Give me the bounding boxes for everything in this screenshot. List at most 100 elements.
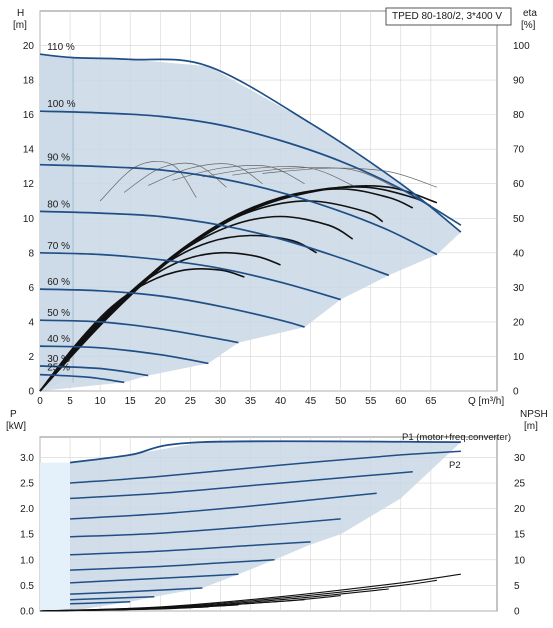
head-curve — [39, 319, 239, 344]
efficiency-curve-thin — [99, 161, 197, 202]
eta-tick-label: 10 — [513, 352, 525, 363]
q-tick-label: 55 — [365, 396, 377, 407]
chart-title-box — [385, 7, 512, 26]
h-tick-label: 16 — [23, 110, 35, 121]
efficiency-curve — [39, 268, 245, 392]
npsh-tick-label: 10 — [514, 555, 526, 566]
q-tick-label: 35 — [245, 396, 257, 407]
power-curve — [70, 573, 239, 584]
efficiency-curve-thin — [232, 167, 395, 188]
p-tick-label: 2.0 — [20, 504, 34, 515]
h-tick-label: 12 — [23, 179, 35, 190]
q-tick-label: 10 — [95, 396, 107, 407]
q-tick-label: 5 — [67, 396, 73, 407]
q-tick-label: 45 — [305, 396, 317, 407]
eta-tick-label: 40 — [513, 248, 525, 259]
efficiency-curve — [39, 251, 281, 392]
power-curve — [70, 492, 377, 520]
speed-label: 70 % — [47, 241, 70, 252]
eta-tick-label: 70 — [513, 145, 525, 156]
head-curve — [39, 210, 390, 277]
power-curve — [70, 518, 341, 538]
speed-label: 30 % — [47, 354, 70, 365]
p-tick-label: 3.0 — [20, 453, 34, 464]
eta-tick-label: 100 — [513, 41, 530, 52]
power-curve — [70, 471, 413, 500]
speed-label: 90 % — [47, 153, 70, 164]
p1-curve — [69, 440, 461, 464]
npsh-tick-label: 20 — [514, 504, 526, 515]
npsh-tick-label: 5 — [514, 581, 520, 592]
power-curve — [70, 595, 155, 601]
eta-tick-label: 0 — [513, 387, 519, 398]
h-axis-unit: [m] — [13, 20, 27, 31]
head-curve — [39, 53, 462, 233]
q-tick-label: 25 — [185, 396, 197, 407]
eta-tick-label: 80 — [513, 110, 525, 121]
p-tick-label: 0.0 — [20, 607, 34, 618]
speed-label: 100 % — [47, 99, 75, 110]
p-axis-label: P — [10, 409, 17, 420]
p2-annotation: P2 — [449, 460, 461, 471]
head-curve — [39, 373, 125, 384]
head-curve — [39, 365, 149, 377]
speed-label: 50 % — [47, 308, 70, 319]
efficiency-curve-thin — [148, 163, 263, 186]
q-tick-label: 50 — [335, 396, 347, 407]
eta-axis-unit: [%] — [521, 20, 536, 31]
power-curve — [70, 587, 203, 595]
bottom-operating-envelope — [70, 442, 461, 611]
eta-tick-label: 90 — [513, 76, 525, 87]
npsh-tick-label: 0 — [514, 607, 520, 618]
npsh-axis-label: NPSH — [520, 409, 548, 420]
h-tick-label: 4 — [28, 317, 34, 328]
eta-tick-label: 50 — [513, 214, 525, 225]
q-axis-label: Q [m³/h] — [468, 396, 504, 407]
p-tick-label: 0.5 — [20, 581, 34, 592]
p1-annotation: P1 (motor+freq.converter) — [402, 432, 511, 443]
h-tick-label: 2 — [28, 352, 34, 363]
top-operating-envelope — [40, 54, 461, 391]
efficiency-curve — [39, 234, 317, 392]
h-axis-label: H — [17, 8, 24, 19]
q-tick-label: 65 — [425, 396, 437, 407]
efficiency-curve-thin — [124, 162, 227, 193]
speed-label: 40 % — [47, 334, 70, 345]
npsh-tick-label: 15 — [514, 530, 526, 541]
power-curve — [70, 601, 131, 605]
head-curve — [39, 251, 341, 301]
p-tick-label: 1.0 — [20, 555, 34, 566]
q-tick-label: 20 — [155, 396, 167, 407]
eta-axis-label: eta — [523, 8, 537, 19]
speed-label: 80 % — [47, 199, 70, 210]
npsh-tick-label: 30 — [514, 453, 526, 464]
power-curve — [70, 450, 461, 484]
head-curve — [39, 110, 462, 226]
h-tick-label: 8 — [28, 248, 34, 259]
head-curve — [39, 163, 438, 256]
speed-label: 25 % — [47, 363, 70, 374]
q-tick-label: 30 — [215, 396, 227, 407]
q-tick-label: 60 — [395, 396, 407, 407]
h-tick-label: 10 — [23, 214, 35, 225]
h-tick-label: 6 — [28, 283, 34, 294]
power-curve — [70, 559, 275, 571]
efficiency-curve-thin — [202, 166, 353, 186]
h-tick-label: 0 — [28, 387, 34, 398]
head-efficiency-panel: 0 5 10 15 20 25 30 35 40 45 50 55 60 65 0 2 4 6 8 10 12 14 16 1… — [23, 7, 530, 407]
power-npsh-panel: 0.0 0.5 1.0 1.5 2.0 2.5 3.0 0 5 10 15 20 25 30 — [20, 436, 526, 618]
p-tick-label: 1.5 — [20, 530, 34, 541]
eta-tick-label: 60 — [513, 179, 525, 190]
h-tick-label: 20 — [23, 41, 35, 52]
q-tick-label: 15 — [125, 396, 137, 407]
efficiency-curve — [39, 185, 438, 392]
npsh-tick-label: 25 — [514, 479, 526, 490]
speed-label: 60 % — [47, 277, 70, 288]
bottom-left-band — [40, 462, 71, 611]
head-curve — [39, 345, 209, 365]
h-tick-label: 14 — [23, 145, 35, 156]
speed-label: 110 % — [47, 42, 75, 53]
power-curve — [70, 541, 311, 556]
